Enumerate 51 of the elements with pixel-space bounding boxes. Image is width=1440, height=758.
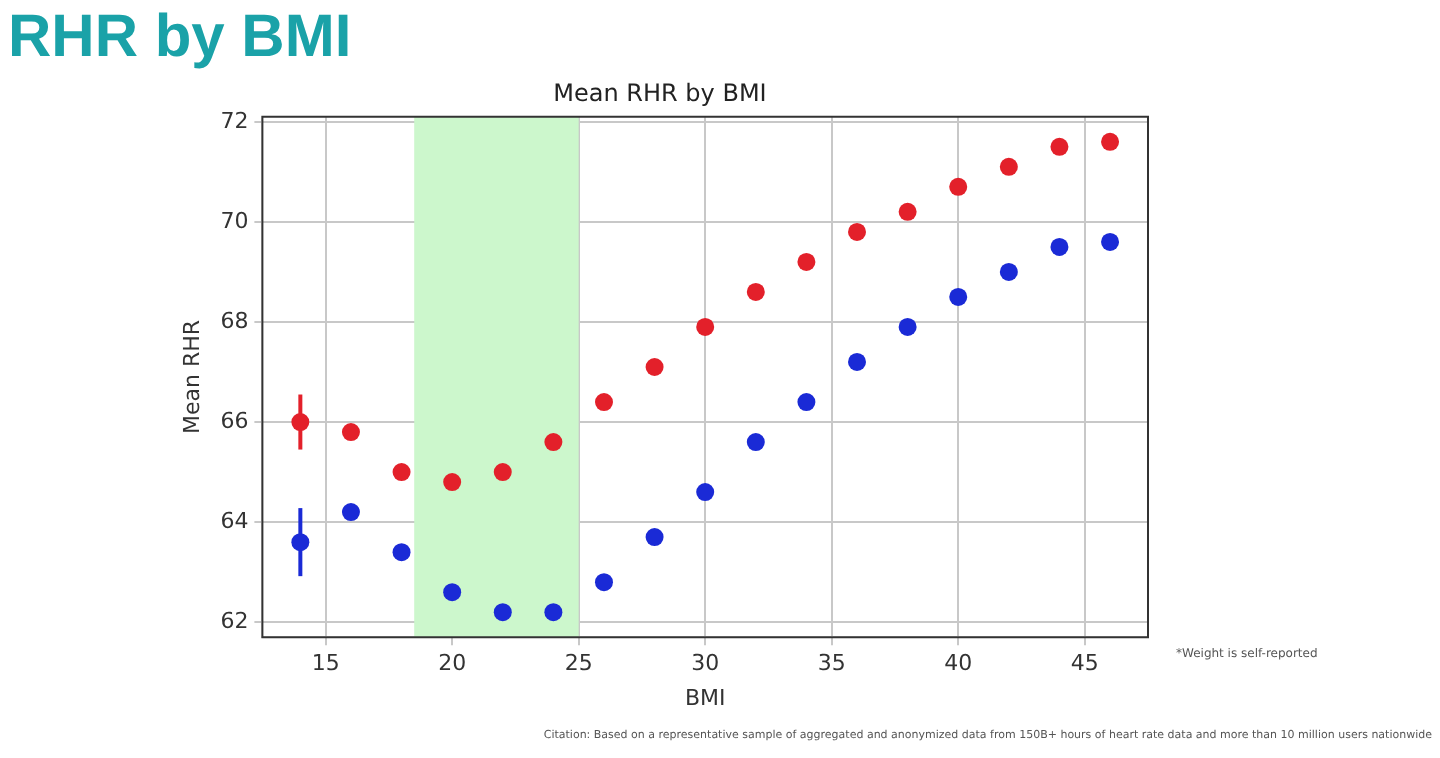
point <box>999 262 1018 281</box>
chart-subtitle: Mean RHR by BMI <box>553 78 767 107</box>
point <box>898 317 917 336</box>
point <box>544 433 563 452</box>
point <box>341 503 360 522</box>
x-tick-label: 25 <box>564 650 593 677</box>
point <box>392 543 411 562</box>
x-tick-label: 40 <box>944 650 973 677</box>
point <box>696 483 715 502</box>
point <box>1101 232 1120 251</box>
point <box>645 528 664 547</box>
point <box>392 463 411 482</box>
y-tick-label: 64 <box>220 507 249 534</box>
point <box>746 282 765 301</box>
point <box>797 393 816 412</box>
y-tick-label: 62 <box>220 607 249 634</box>
point <box>594 573 613 592</box>
point <box>493 463 512 482</box>
x-tick-label: 45 <box>1070 650 1099 677</box>
y-tick-label: 70 <box>220 207 249 234</box>
point <box>949 177 968 196</box>
point <box>443 473 462 492</box>
y-tick-label: 72 <box>220 107 249 134</box>
point <box>1101 132 1120 151</box>
point <box>848 352 867 371</box>
x-tick-label: 30 <box>691 650 720 677</box>
x-axis-title: BMI <box>684 684 726 711</box>
point <box>746 433 765 452</box>
y-tick-label: 66 <box>220 407 249 434</box>
point <box>696 317 715 336</box>
point <box>848 222 867 241</box>
point <box>1050 137 1069 156</box>
point <box>1050 237 1069 256</box>
point <box>999 157 1018 176</box>
point <box>594 393 613 412</box>
point <box>898 202 917 221</box>
x-tick-label: 20 <box>438 650 467 677</box>
point <box>291 413 310 432</box>
point <box>797 252 816 271</box>
point <box>493 603 512 622</box>
x-tick-label: 15 <box>311 650 340 677</box>
point <box>341 423 360 442</box>
point <box>291 533 310 552</box>
point <box>645 357 664 376</box>
chart-title: RHR by BMI <box>8 4 352 72</box>
y-tick-label: 68 <box>220 307 249 334</box>
point <box>443 583 462 602</box>
point <box>949 287 968 306</box>
x-tick-label: 35 <box>817 650 846 677</box>
y-axis-title: Mean RHR <box>178 319 205 435</box>
point <box>544 603 563 622</box>
